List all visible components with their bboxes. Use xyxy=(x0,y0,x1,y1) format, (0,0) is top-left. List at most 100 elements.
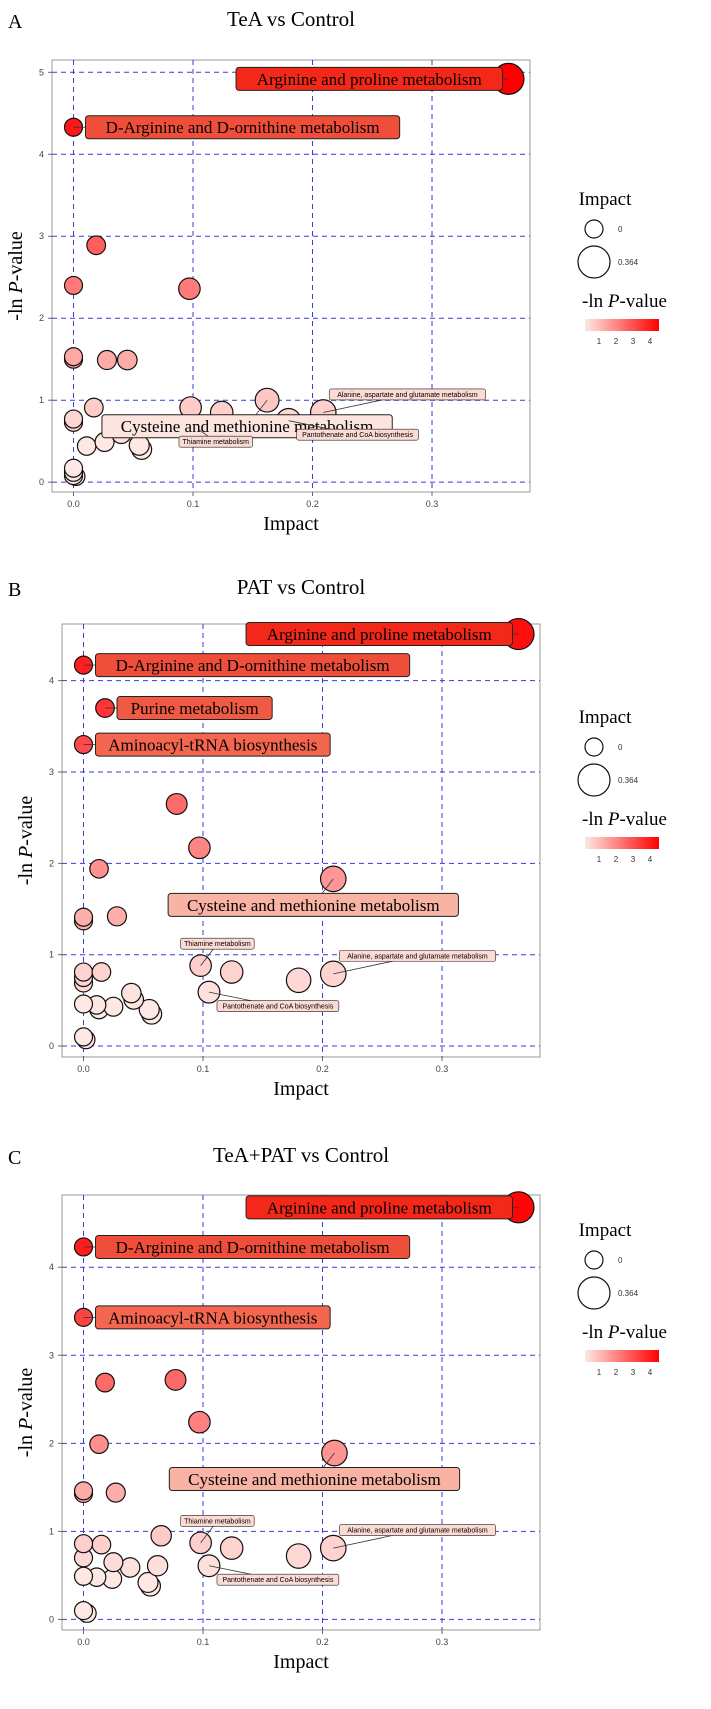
data-point[interactable] xyxy=(63,458,84,478)
data-point[interactable] xyxy=(89,1434,109,1455)
legend-color-tick: 3 xyxy=(631,855,636,864)
legend-size-label-min: 0 xyxy=(618,225,623,234)
data-point[interactable] xyxy=(73,1534,94,1554)
y-axis-label: -ln P-value xyxy=(15,1368,37,1458)
x-tick-label: 0.0 xyxy=(77,1064,90,1074)
data-point[interactable] xyxy=(73,962,94,982)
x-tick-label: 0.3 xyxy=(436,1637,449,1647)
point-label: D-Arginine and D-ornithine metabolism xyxy=(116,656,390,675)
data-point[interactable] xyxy=(285,967,312,994)
data-point[interactable] xyxy=(96,349,118,371)
point-label: Aminoacyl-tRNA biosynthesis xyxy=(108,1308,317,1327)
label-box xyxy=(95,1305,331,1330)
data-point[interactable] xyxy=(63,347,84,367)
data-point[interactable] xyxy=(73,907,94,927)
label-box xyxy=(296,428,419,441)
y-axis-label: -ln P-value xyxy=(15,796,37,886)
y-tick-label: 3 xyxy=(39,231,44,241)
data-point[interactable] xyxy=(86,235,107,256)
labels-layer: Arginine and proline metabolism D-Arginin… xyxy=(83,622,519,1012)
y-tick-label: 4 xyxy=(49,1262,54,1272)
data-point[interactable] xyxy=(89,858,109,879)
legend-colorbar xyxy=(585,837,659,849)
legend-color-tick: 2 xyxy=(614,1368,619,1377)
data-point[interactable] xyxy=(164,1368,187,1391)
data-point[interactable] xyxy=(138,998,160,1021)
data-point[interactable] xyxy=(178,277,201,301)
data-point[interactable] xyxy=(116,349,138,371)
y-tick-label: 2 xyxy=(49,858,54,868)
data-point[interactable] xyxy=(119,1557,141,1578)
legend-size-label-max: 0.364 xyxy=(618,1289,639,1298)
legend-color-tick: 3 xyxy=(631,1368,636,1377)
data-point[interactable] xyxy=(106,906,128,927)
data-point[interactable] xyxy=(103,1552,124,1573)
x-tick-label: 0.3 xyxy=(426,499,439,509)
point-label: Cysteine and methionine metabolism xyxy=(188,1470,441,1489)
data-point[interactable] xyxy=(73,1027,94,1047)
y-tick-label: 2 xyxy=(39,313,44,323)
label-box xyxy=(328,388,486,401)
data-point[interactable] xyxy=(285,1543,312,1569)
legend-size-label-max: 0.364 xyxy=(618,776,639,785)
label-box xyxy=(245,1195,513,1220)
x-tick-label: 0.1 xyxy=(197,1064,210,1074)
data-point[interactable] xyxy=(76,436,97,456)
label-box xyxy=(338,950,496,962)
legend-size-small xyxy=(584,1250,604,1270)
data-point[interactable] xyxy=(63,409,84,429)
data-point[interactable] xyxy=(120,982,142,1004)
legend-color-title: -ln P-value xyxy=(582,809,667,830)
labels-layer: Arginine and proline metabolism D-Arginin… xyxy=(73,66,509,448)
data-point[interactable] xyxy=(188,1410,211,1434)
data-point[interactable] xyxy=(188,836,211,860)
data-point[interactable] xyxy=(165,792,188,815)
data-point[interactable] xyxy=(95,1372,115,1393)
label-box xyxy=(180,1515,255,1527)
label-box xyxy=(95,1234,411,1259)
point-label: Arginine and proline metabolism xyxy=(257,70,482,89)
data-point[interactable] xyxy=(83,397,104,418)
data-point[interactable] xyxy=(73,1601,94,1621)
data-point[interactable] xyxy=(128,434,150,456)
point-label: Pantothenate and CoA biosynthesis xyxy=(222,1577,333,1584)
data-point[interactable] xyxy=(146,1555,169,1577)
y-tick-label: 4 xyxy=(39,149,44,159)
point-label: Arginine and proline metabolism xyxy=(267,1198,492,1217)
label-box xyxy=(235,66,503,91)
y-tick-label: 2 xyxy=(49,1438,54,1448)
panel-b: B PAT vs Control 0.0 0.1 0.2 0.3 0 1 2 3 4 Impact -l… xyxy=(8,575,667,1100)
y-tick-label: 1 xyxy=(39,395,44,405)
legend: Impact 0 0.364 -ln P-value 1 2 3 4 xyxy=(577,189,667,346)
legend-color-tick: 2 xyxy=(614,337,619,346)
label-box xyxy=(168,1467,461,1492)
data-point[interactable] xyxy=(63,275,84,296)
legend-color-tick: 4 xyxy=(648,855,653,864)
legend-size-label-max: 0.364 xyxy=(618,258,639,267)
y-tick-label: 3 xyxy=(49,767,54,777)
y-tick-label: 0 xyxy=(49,1614,54,1624)
data-point[interactable] xyxy=(73,1481,94,1501)
x-tick-label: 0.2 xyxy=(316,1637,329,1647)
data-point[interactable] xyxy=(91,1534,112,1555)
data-point[interactable] xyxy=(150,1525,172,1547)
data-point[interactable] xyxy=(137,1571,159,1594)
legend-size-title: Impact xyxy=(579,707,632,728)
label-box xyxy=(216,1573,340,1586)
legend-colorbar xyxy=(585,1350,659,1362)
points-layer xyxy=(73,1191,535,1623)
legend-color-tick: 4 xyxy=(648,1368,653,1377)
data-point[interactable] xyxy=(219,960,244,984)
x-axis-label: Impact xyxy=(273,1651,329,1673)
legend-color-tick: 2 xyxy=(614,855,619,864)
data-point[interactable] xyxy=(219,1536,244,1560)
data-point[interactable] xyxy=(73,994,94,1014)
data-point[interactable] xyxy=(105,1482,126,1503)
data-point[interactable] xyxy=(73,1566,94,1586)
data-point[interactable] xyxy=(103,996,124,1017)
chart-title: TeA vs Control xyxy=(227,7,355,31)
data-point[interactable] xyxy=(91,962,112,982)
label-box xyxy=(338,1524,496,1536)
legend: Impact 0 0.364 -ln P-value 1 2 3 4 xyxy=(577,1220,667,1377)
